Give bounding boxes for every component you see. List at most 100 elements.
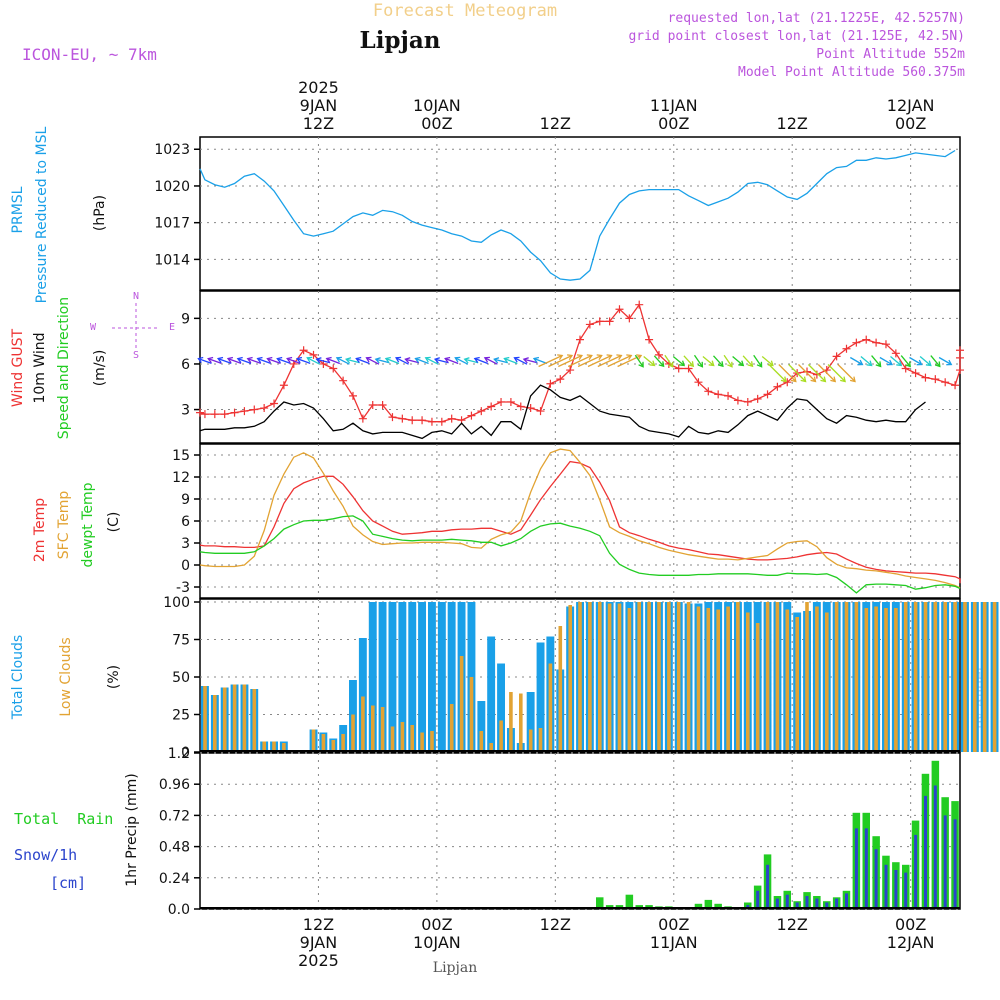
wind-arrow — [597, 354, 622, 368]
low-cloud-bar — [894, 608, 898, 752]
low-cloud-bar — [706, 608, 711, 752]
low-cloud-bar — [578, 602, 582, 752]
gust-marker — [556, 375, 565, 384]
gust-marker — [901, 364, 910, 373]
temp-dew-label: dewpt Temp — [80, 482, 96, 567]
wind-arrow — [504, 357, 518, 365]
low-cloud-bar — [785, 609, 790, 752]
top-time-label: 10JAN — [413, 96, 461, 115]
gust-marker — [447, 414, 456, 423]
total-cloud-bar — [358, 638, 367, 752]
low-cloud-bar — [479, 731, 484, 752]
wind-arrow-head — [295, 356, 303, 363]
wind-arrow-head — [586, 354, 593, 361]
low-cloud-bar — [864, 608, 869, 752]
footer-location: Lipjan — [433, 960, 477, 976]
wind-arrow-head — [266, 356, 273, 363]
low-cloud-bar — [992, 602, 997, 752]
low-cloud-bar — [568, 605, 572, 752]
low-cloud-bar — [400, 722, 405, 752]
wind-speed-dir-label: Speed and Direction — [56, 297, 72, 439]
wind-arrow — [577, 354, 602, 368]
wind-arrow — [702, 356, 715, 366]
wind-arrow-head — [800, 376, 807, 383]
wind-arrow-head — [424, 356, 431, 363]
wind-arrow — [514, 357, 528, 365]
wind-arrow — [425, 357, 439, 365]
wind-arrow — [653, 355, 665, 367]
total-cloud-bar — [428, 602, 436, 752]
low-cloud-bar — [933, 602, 938, 752]
wind-arrow-head — [325, 356, 332, 363]
low-cloud-bar — [410, 725, 414, 752]
wind-arrow-head — [473, 356, 480, 363]
temperature-tick-label: 0 — [181, 558, 190, 574]
wind-arrow-head — [493, 357, 500, 364]
low-cloud-bar — [469, 677, 474, 752]
wind-arrow — [788, 364, 807, 382]
point-altitude: Point Altitude 552m — [816, 47, 965, 62]
low-cloud-bar — [943, 602, 947, 752]
gust-marker — [536, 407, 545, 416]
gust-marker — [299, 346, 308, 355]
wind-arrow-head — [820, 376, 827, 383]
low-cloud-bar — [489, 743, 493, 752]
clouds-panel: 0 25 50 75 100 — [163, 595, 999, 761]
low-cloud-bar — [982, 602, 987, 752]
wind-arrow — [587, 354, 612, 368]
precipitation-tick-label: 0.96 — [159, 777, 190, 793]
precip-rain-label: Total Rain — [14, 810, 113, 828]
low-cloud-bar — [746, 612, 750, 752]
wind-frame — [199, 290, 961, 444]
gust-marker — [378, 401, 387, 409]
temperature-panel: -3 0 3 6 9 12 15 — [172, 443, 961, 599]
snow-bar — [894, 870, 898, 909]
top-time-label: 12JAN — [887, 96, 935, 115]
low-cloud-bar — [755, 623, 760, 752]
gust-marker — [812, 370, 821, 379]
wind-tick-label: 9 — [181, 311, 190, 327]
wind-arrow — [558, 354, 583, 368]
low-cloud-bar — [252, 689, 257, 752]
wind-arrow — [405, 358, 420, 364]
gust-marker — [891, 349, 900, 358]
low-cloud-bar — [351, 714, 355, 752]
wind-arrow-head — [256, 356, 263, 363]
wind-arrow — [890, 356, 902, 366]
gust-marker — [956, 366, 964, 375]
gust-marker — [368, 401, 377, 409]
gust-marker — [635, 300, 644, 309]
total-cloud-bar — [477, 701, 486, 752]
pressure-unit-label: (hPa) — [92, 195, 108, 231]
wind-arrow-head — [532, 356, 540, 363]
gust-marker — [487, 402, 496, 411]
wind-arrow-head — [522, 357, 529, 364]
wind-arrow-head — [626, 354, 633, 361]
wind-arrow — [538, 354, 563, 368]
low-cloud-bar — [213, 695, 217, 752]
compass-west: W — [90, 322, 97, 333]
wind-arrow — [817, 364, 836, 382]
low-cloud-bar — [548, 663, 553, 752]
wind-arrow-head — [934, 361, 941, 368]
wind-arrow — [307, 357, 320, 365]
low-cloud-bar — [686, 602, 691, 752]
wind-arrow — [444, 357, 459, 365]
wind-arrow-head — [606, 354, 613, 361]
gust-marker — [832, 352, 841, 361]
wind-arrow-head — [886, 359, 894, 366]
gust-marker — [881, 340, 890, 349]
snow-bar — [795, 902, 799, 909]
prmsl-line — [199, 149, 956, 281]
top-time-label: 2025 — [298, 78, 339, 97]
precipitation-tick-label: 0.24 — [159, 871, 190, 887]
top-time-label: 9JAN — [300, 96, 338, 115]
gust-marker — [941, 378, 950, 387]
top-time-label: 12Z — [540, 114, 571, 133]
total-cloud-bar — [418, 602, 426, 752]
wind-arrow — [375, 358, 390, 364]
wind-arrow-head — [414, 356, 421, 363]
total-cloud-bar — [447, 602, 456, 752]
low-cloud-bar — [647, 602, 651, 752]
bottom-time-label: 00Z — [658, 915, 689, 934]
